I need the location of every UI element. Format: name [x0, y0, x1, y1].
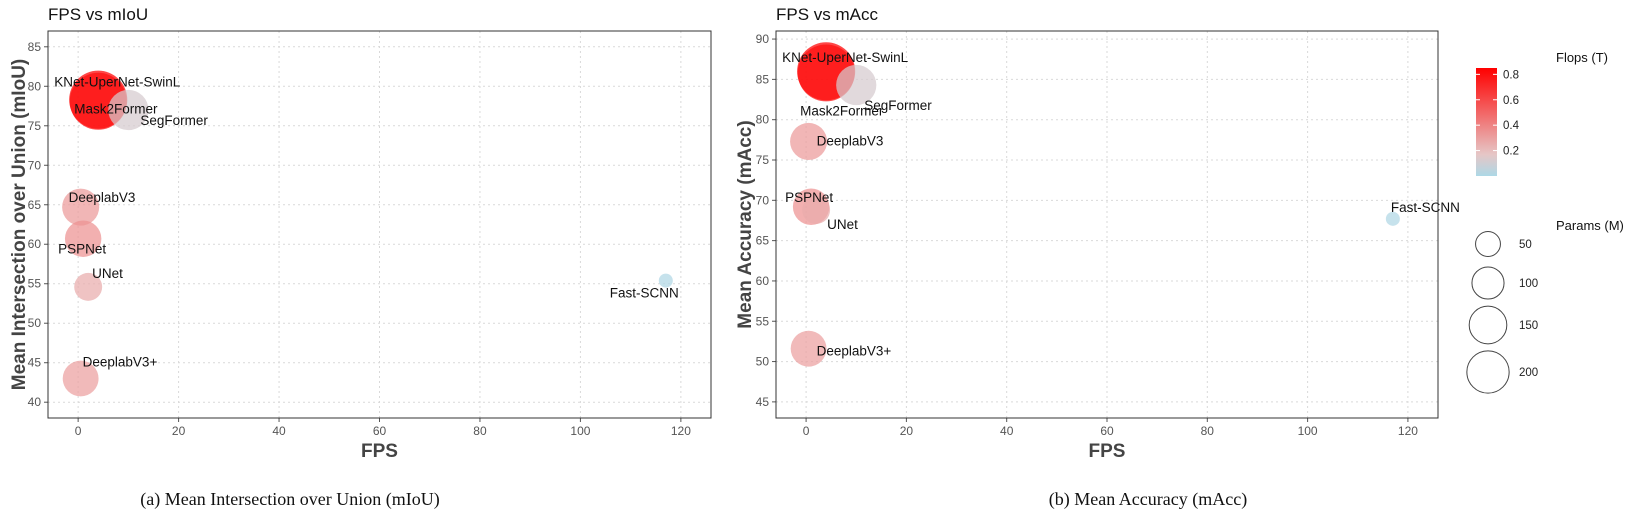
x-tick-label: 40: [1000, 424, 1014, 438]
y-tick-label: 80: [756, 113, 770, 127]
point-label: Fast-SCNN: [610, 286, 679, 301]
y-tick-label: 45: [28, 356, 42, 370]
point-label: PSPNet: [58, 242, 106, 257]
point-label: DeeplabV3+: [83, 355, 158, 370]
y-tick-label: 85: [756, 72, 770, 86]
x-tick-label: 60: [1100, 424, 1114, 438]
y-tick-label: 60: [756, 274, 770, 288]
point-label: PSPNet: [785, 190, 833, 205]
plot-border: [775, 30, 1439, 419]
size-legend-circle: [1475, 231, 1501, 257]
panel-macc: FPS vs mAcc 0 20 40 60 80 100 120 45 50 55 60 65 70 75…: [735, 5, 1460, 462]
y-tick-label: 60: [28, 237, 42, 251]
size-legend-label: 100: [1519, 278, 1538, 290]
point-label: DeeplabV3: [817, 133, 884, 148]
x-tick-label: 120: [671, 424, 691, 438]
color-bar-label: 0.8: [1503, 69, 1519, 81]
y-tick-label: 65: [28, 198, 42, 212]
point-label: KNet-UperNet-SwinL: [782, 50, 909, 65]
x-tick-label: 0: [75, 424, 82, 438]
caption-a: (a) Mean Intersection over Union (mIoU): [140, 489, 439, 510]
point-label: SegFormer: [140, 113, 208, 128]
x-tick-label: 20: [172, 424, 186, 438]
y-tick-label: 90: [756, 32, 770, 46]
point-label: DeeplabV3+: [817, 344, 892, 359]
legend: Flops (T) Params (M) 0.2 0.4 0.6 0.8 50 100 15…: [1466, 50, 1624, 394]
point-label: Mask2Former: [74, 102, 158, 117]
point-label: DeeplabV3: [69, 190, 136, 205]
color-legend-title: Flops (T): [1556, 50, 1608, 65]
size-legend-circle: [1466, 350, 1510, 394]
color-bar-label: 0.4: [1503, 120, 1520, 132]
x-tick-label: 40: [272, 424, 286, 438]
data-point: [74, 272, 103, 301]
color-bar-label: 0.6: [1503, 95, 1519, 107]
panel-miou: FPS vs mIoU 0 20 40 60 80 100 120 40 45 50 55 60 65 70…: [9, 5, 712, 462]
point-label: Mask2Former: [800, 103, 884, 118]
point-label: Fast-SCNN: [1391, 200, 1460, 215]
plot-area: [48, 31, 711, 418]
point-label: KNet-UperNet-SwinL: [54, 74, 181, 89]
data-point: [790, 122, 828, 160]
y-tick-label: 65: [756, 234, 770, 248]
x-tick-label: 0: [803, 424, 810, 438]
y-axis-title: Mean Accuracy (mAcc): [735, 120, 756, 328]
y-tick-label: 40: [28, 395, 42, 409]
y-tick-label: 50: [28, 316, 42, 330]
data-point: [658, 273, 673, 288]
data-point: [790, 330, 827, 367]
y-tick-label: 45: [756, 395, 770, 409]
caption-b: (b) Mean Accuracy (mAcc): [1049, 489, 1247, 510]
y-tick-label: 55: [28, 277, 42, 291]
color-bar: [1476, 68, 1497, 176]
y-tick-label: 75: [28, 119, 42, 133]
y-tick-label: 55: [756, 314, 770, 328]
point-label: UNet: [827, 217, 858, 232]
x-tick-label: 100: [570, 424, 590, 438]
size-legend-circle: [1468, 305, 1508, 345]
data-point: [64, 220, 102, 257]
data-point: [62, 360, 99, 397]
size-legend-label: 200: [1519, 367, 1538, 379]
data-point: [62, 188, 100, 226]
x-axis-title: FPS: [1089, 441, 1126, 462]
x-tick-label: 120: [1398, 424, 1418, 438]
x-tick-label: 100: [1298, 424, 1318, 438]
plot-border: [47, 30, 712, 419]
y-tick-label: 80: [28, 79, 42, 93]
y-tick-label: 85: [28, 40, 42, 54]
data-point: [836, 64, 877, 106]
x-tick-label: 80: [473, 424, 487, 438]
y-tick-label: 70: [28, 158, 42, 172]
data-point: [108, 89, 149, 131]
color-bar-label: 0.2: [1503, 146, 1519, 158]
size-legend-title: Params (M): [1556, 218, 1624, 233]
size-legend-circle: [1471, 266, 1505, 300]
chart-title: FPS vs mAcc: [776, 5, 879, 24]
point-label: SegFormer: [864, 98, 932, 113]
data-point: [802, 196, 831, 224]
y-tick-label: 50: [756, 355, 770, 369]
size-legend-label: 150: [1519, 320, 1538, 332]
point-label: UNet: [92, 266, 123, 281]
plot-area: [776, 31, 1438, 418]
chart-title: FPS vs mIoU: [48, 5, 148, 24]
y-axis-title: Mean Intersection over Union (mIoU): [9, 59, 30, 390]
y-tick-label: 70: [756, 193, 770, 207]
x-tick-label: 80: [1201, 424, 1215, 438]
size-legend-label: 50: [1519, 239, 1532, 251]
x-tick-label: 60: [373, 424, 387, 438]
x-axis-title: FPS: [361, 441, 398, 462]
data-point: [1385, 211, 1400, 226]
y-tick-label: 75: [756, 153, 770, 167]
x-tick-label: 20: [900, 424, 914, 438]
